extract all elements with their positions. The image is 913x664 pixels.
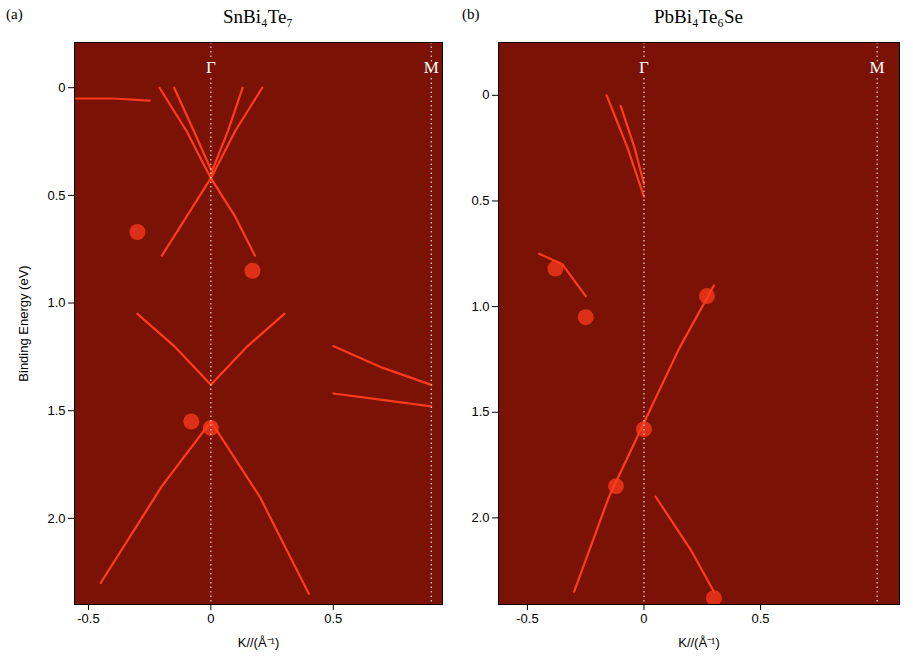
svg-text:-0.5: -0.5 <box>516 611 538 626</box>
svg-text:0.5: 0.5 <box>324 611 342 626</box>
svg-text:0.5: 0.5 <box>471 193 489 208</box>
svg-text:K//(Å⁻¹): K//(Å⁻¹) <box>678 635 720 650</box>
svg-text:0: 0 <box>482 87 489 102</box>
html-text:SnBi₄Te₇: SnBi₄Te₇ <box>223 6 293 27</box>
html-text:(b): (b) <box>462 6 480 22</box>
svg-text:Γ: Γ <box>639 58 649 77</box>
svg-text:-0.5: -0.5 <box>77 611 99 626</box>
html-text:PbBi₄Te₆Se: PbBi₄Te₆Se <box>654 6 743 27</box>
svg-text:M: M <box>424 58 439 77</box>
svg-text:1.5: 1.5 <box>471 404 489 419</box>
svg-text:M: M <box>870 58 885 77</box>
svg-text:K//(Å⁻¹): K//(Å⁻¹) <box>238 635 280 650</box>
svg-text:Binding Energy (eV): Binding Energy (eV) <box>16 265 31 381</box>
svg-text:0.5: 0.5 <box>752 611 770 626</box>
svg-text:Γ: Γ <box>206 58 216 77</box>
svg-text:0: 0 <box>58 80 65 95</box>
svg-text:1.0: 1.0 <box>471 299 489 314</box>
svg-text:1.5: 1.5 <box>47 403 65 418</box>
svg-text:2.0: 2.0 <box>47 511 65 526</box>
svg-text:0: 0 <box>207 611 214 626</box>
svg-text:2.0: 2.0 <box>471 510 489 525</box>
svg-text:0: 0 <box>640 611 647 626</box>
svg-text:0.5: 0.5 <box>47 188 65 203</box>
html-text:(a): (a) <box>6 6 23 22</box>
svg-text:1.0: 1.0 <box>47 295 65 310</box>
